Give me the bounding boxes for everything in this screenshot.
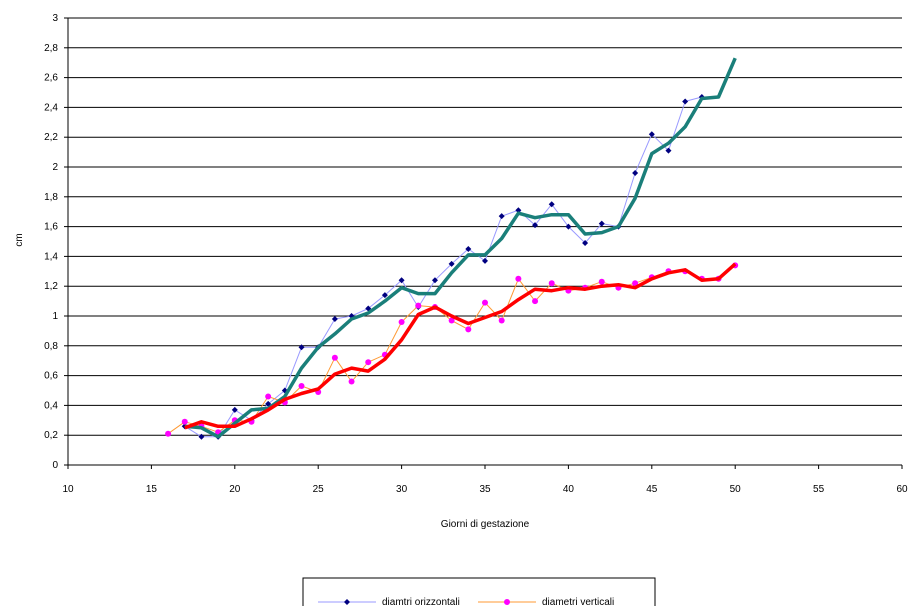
data-point bbox=[381, 292, 388, 299]
y-tick-label: 3 bbox=[52, 13, 58, 24]
data-point bbox=[298, 383, 305, 390]
data-point bbox=[482, 299, 488, 306]
x-tick-label: 45 bbox=[646, 484, 658, 495]
y-tick-label: 2,8 bbox=[44, 43, 58, 54]
data-point bbox=[582, 239, 589, 246]
data-point bbox=[181, 418, 188, 425]
x-tick-label: 15 bbox=[146, 484, 158, 495]
data-point bbox=[465, 245, 472, 252]
data-point bbox=[348, 378, 355, 385]
x-tick-labels: 10 15 20 25 30 35 40 45 50 55 60 bbox=[62, 465, 908, 495]
data-point bbox=[365, 359, 372, 366]
y-tick-label: 2,2 bbox=[44, 132, 58, 143]
x-tick-label: 60 bbox=[896, 484, 908, 495]
data-point bbox=[682, 98, 689, 105]
y-tick-label: 1 bbox=[52, 311, 58, 322]
data-point bbox=[431, 277, 438, 284]
legend-swatch-marker bbox=[344, 599, 350, 605]
x-tick-label: 40 bbox=[563, 484, 575, 495]
y-tick-label: 1,4 bbox=[44, 251, 58, 262]
data-point bbox=[448, 260, 455, 267]
data-point bbox=[331, 354, 338, 361]
legend-label: diametri verticali bbox=[542, 597, 614, 606]
y-tick-label: 0 bbox=[52, 460, 58, 471]
series-line bbox=[184, 96, 702, 438]
legend: diamtri orizzontali diametri verticali bbox=[302, 577, 656, 606]
legend-item-verticali: diametri verticali bbox=[478, 597, 614, 606]
data-point bbox=[448, 317, 455, 324]
y-tick-label: 2,6 bbox=[44, 73, 58, 84]
data-point bbox=[482, 257, 488, 264]
x-tick-label: 20 bbox=[229, 484, 241, 495]
x-tick-label: 10 bbox=[62, 484, 74, 495]
data-point bbox=[398, 318, 405, 325]
data-point bbox=[498, 317, 505, 324]
data-point bbox=[598, 278, 605, 285]
data-point bbox=[498, 213, 505, 220]
data-point bbox=[532, 222, 539, 229]
data-point bbox=[515, 207, 522, 214]
data-point bbox=[231, 406, 238, 413]
y-tick-label: 0,6 bbox=[44, 371, 58, 382]
data-point bbox=[632, 280, 639, 287]
legend-swatch-marker bbox=[504, 599, 510, 605]
gridlines bbox=[68, 17, 902, 436]
series-line bbox=[184, 262, 737, 430]
series-line bbox=[184, 57, 737, 439]
data-point bbox=[465, 326, 472, 333]
x-tick-label: 35 bbox=[479, 484, 491, 495]
legend-label: diamtri orizzontali bbox=[382, 597, 460, 606]
data-point bbox=[665, 147, 672, 154]
data-point bbox=[515, 275, 522, 282]
data-point bbox=[398, 277, 405, 284]
data-point bbox=[532, 298, 539, 305]
y-tick-label: 0,2 bbox=[44, 430, 58, 441]
y-tick-label: 2 bbox=[52, 162, 58, 173]
y-axis-title: cm bbox=[14, 233, 25, 246]
series-2 bbox=[184, 57, 737, 439]
data-point bbox=[265, 393, 272, 400]
data-point bbox=[548, 201, 555, 208]
x-axis-title: Giorni di gestazione bbox=[441, 519, 530, 530]
data-point bbox=[598, 220, 605, 227]
y-tick-label: 2,4 bbox=[44, 102, 58, 113]
x-tick-label: 50 bbox=[730, 484, 742, 495]
x-tick-label: 55 bbox=[813, 484, 825, 495]
legend-item-orizzontali: diamtri orizzontali bbox=[318, 597, 460, 606]
data-point bbox=[565, 223, 572, 230]
data-point bbox=[415, 302, 422, 309]
legend-box bbox=[302, 577, 656, 606]
y-tick-label: 1,8 bbox=[44, 192, 58, 203]
data-point bbox=[298, 344, 305, 351]
data-point bbox=[632, 169, 639, 176]
data-point bbox=[165, 430, 172, 437]
data-point bbox=[198, 433, 205, 440]
series-0 bbox=[181, 93, 705, 440]
data-point bbox=[331, 315, 338, 322]
series-layer bbox=[165, 57, 739, 440]
series-3 bbox=[184, 262, 737, 430]
y-tick-label: 0,8 bbox=[44, 341, 58, 352]
x-tick-label: 25 bbox=[313, 484, 325, 495]
y-tick-labels: 0 0,2 0,4 0,6 0,8 1 1,2 1,4 1,6 1,8 2 2,2 2,4 2,6 2,8 3 bbox=[44, 13, 68, 471]
x-tick-label: 30 bbox=[396, 484, 408, 495]
y-tick-label: 1,2 bbox=[44, 281, 58, 292]
axes bbox=[67, 18, 902, 466]
y-tick-label: 0,4 bbox=[44, 400, 58, 411]
y-tick-label: 1,6 bbox=[44, 222, 58, 233]
data-point bbox=[648, 131, 655, 138]
data-point bbox=[548, 280, 555, 287]
